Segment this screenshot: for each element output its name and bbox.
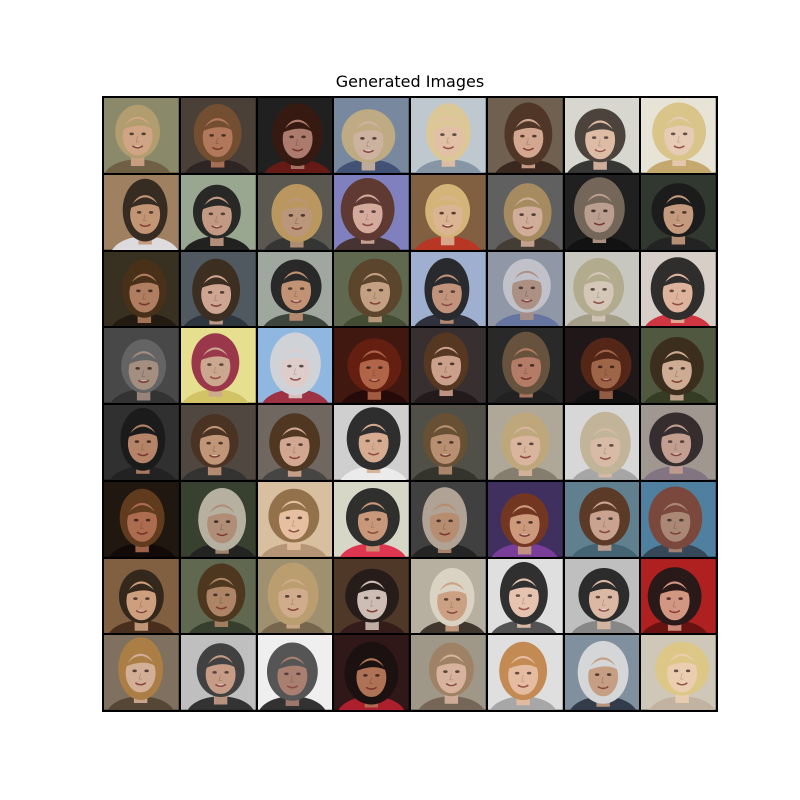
generated-face-image: [641, 558, 716, 634]
generated-face-image: [411, 98, 486, 173]
generated-face-image: [487, 481, 563, 557]
generated-face-image: [180, 328, 256, 403]
generated-face-image: [104, 635, 179, 710]
generated-face-image: [334, 251, 409, 327]
generated-image-grid: [102, 96, 718, 712]
generated-face-image: [104, 558, 179, 634]
generated-face-image: [641, 251, 716, 327]
generated-face-image: [180, 558, 256, 634]
generated-face-image: [334, 98, 409, 173]
generated-face-image: [641, 328, 716, 403]
generated-face-image: [487, 251, 563, 327]
generated-face-image: [564, 328, 640, 403]
generated-face-image: [257, 558, 333, 634]
generated-face-image: [487, 635, 563, 710]
generated-face-image: [334, 558, 409, 634]
generated-face-image: [257, 635, 333, 710]
generated-face-image: [334, 174, 409, 250]
generated-face-image: [257, 481, 333, 557]
generated-face-image: [257, 174, 333, 250]
generated-face-image: [334, 405, 409, 480]
generated-face-image: [104, 98, 179, 173]
generated-face-image: [257, 251, 333, 327]
generated-face-image: [641, 98, 716, 173]
generated-face-image: [411, 251, 486, 327]
generated-face-image: [334, 328, 409, 403]
generated-face-image: [411, 635, 486, 710]
generated-face-image: [334, 635, 409, 710]
figure-title: Generated Images: [335, 72, 485, 91]
generated-face-image: [180, 481, 256, 557]
generated-face-image: [104, 328, 179, 403]
generated-face-image: [487, 405, 563, 480]
generated-face-image: [411, 558, 486, 634]
generated-face-image: [411, 405, 486, 480]
generated-face-image: [564, 98, 640, 173]
generated-face-image: [641, 635, 716, 710]
generated-face-image: [104, 405, 179, 480]
generated-face-image: [564, 558, 640, 634]
generated-face-image: [487, 98, 563, 173]
generated-face-image: [564, 635, 640, 710]
generated-face-image: [564, 174, 640, 250]
generated-face-image: [257, 98, 333, 173]
generated-face-image: [564, 251, 640, 327]
generated-face-image: [180, 174, 256, 250]
generated-face-image: [257, 405, 333, 480]
generated-face-image: [641, 481, 716, 557]
generated-face-image: [334, 481, 409, 557]
generated-face-image: [411, 481, 486, 557]
generated-face-image: [104, 481, 179, 557]
generated-face-image: [104, 251, 179, 327]
generated-face-image: [487, 174, 563, 250]
generated-face-image: [564, 405, 640, 480]
generated-face-image: [257, 328, 333, 403]
generated-face-image: [641, 405, 716, 480]
generated-face-image: [411, 328, 486, 403]
generated-face-image: [564, 481, 640, 557]
generated-face-image: [487, 558, 563, 634]
generated-face-image: [487, 328, 563, 403]
generated-face-image: [411, 174, 486, 250]
generated-face-image: [641, 174, 716, 250]
generated-face-image: [180, 635, 256, 710]
generated-face-image: [180, 405, 256, 480]
generated-face-image: [104, 174, 179, 250]
generated-face-image: [180, 98, 256, 173]
generated-face-image: [180, 251, 256, 327]
